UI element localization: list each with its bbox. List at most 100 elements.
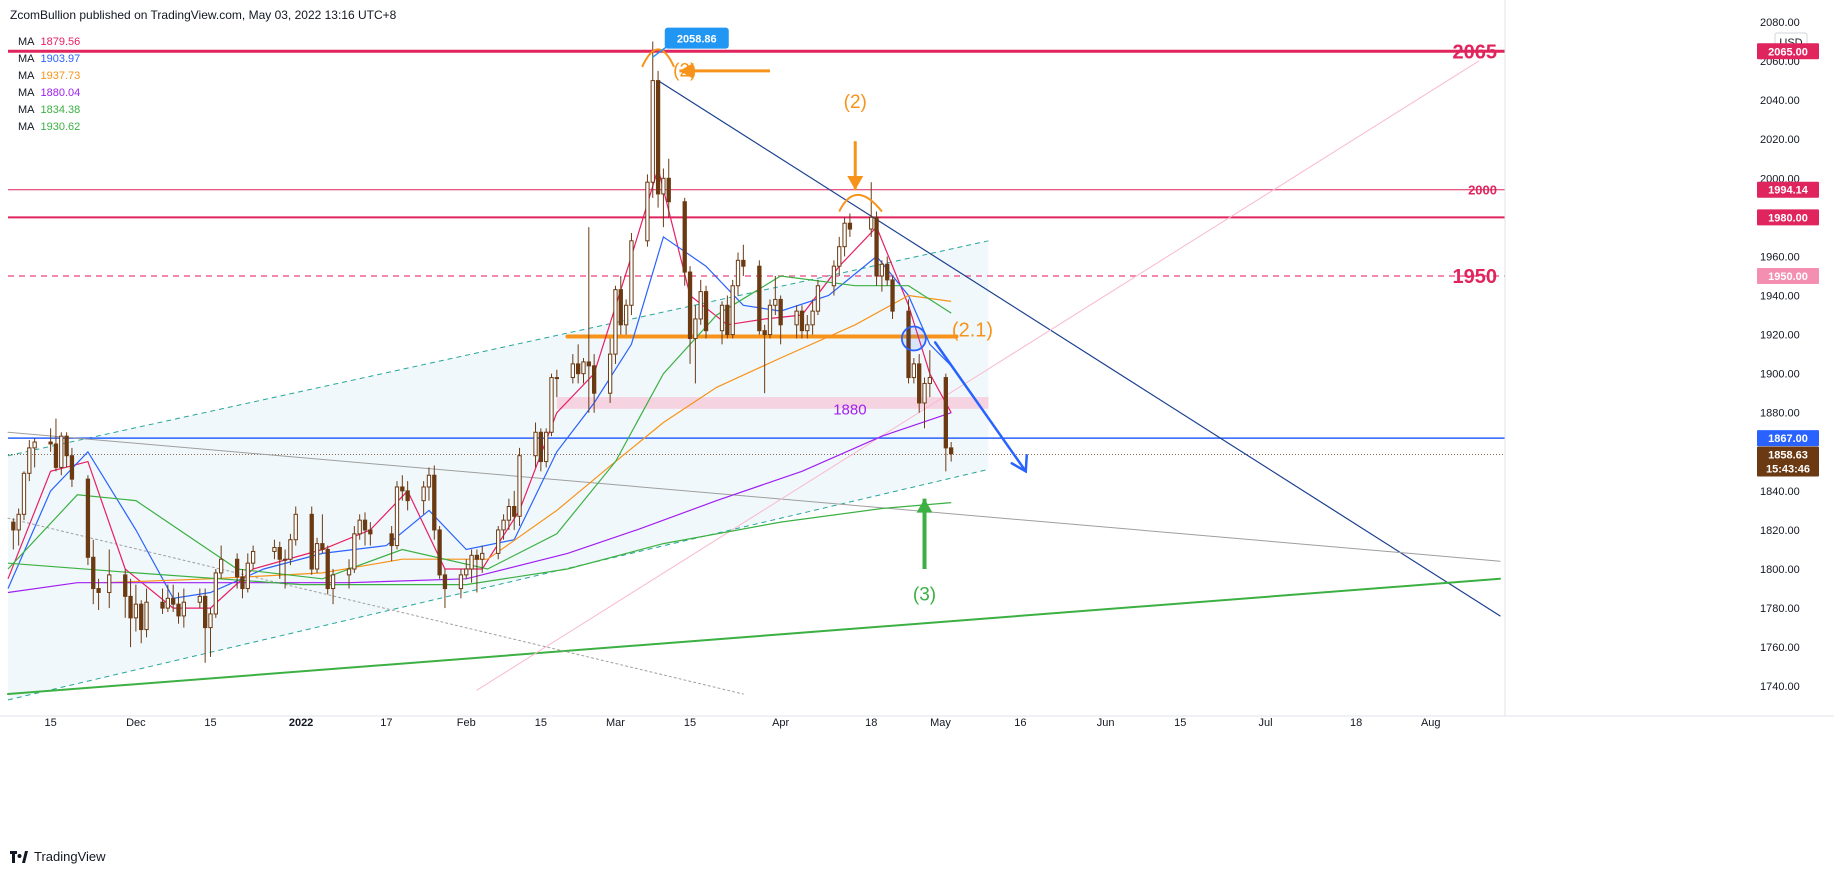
candle-body — [576, 363, 581, 375]
candle — [32, 438, 37, 468]
candle — [815, 279, 821, 316]
candle — [666, 158, 671, 218]
candle — [719, 301, 725, 345]
candle — [421, 481, 426, 515]
candle-body — [757, 265, 762, 332]
price-tag-label: 1950.00 — [1768, 271, 1808, 283]
channel-fill — [8, 240, 989, 700]
candle-body — [890, 279, 895, 312]
ma-legend-label: MA — [18, 70, 35, 82]
candle — [501, 514, 506, 540]
candle — [805, 315, 810, 339]
moving-average-line — [7, 502, 952, 586]
moving-average-line — [7, 235, 952, 599]
candle — [576, 344, 581, 384]
candle — [874, 211, 879, 286]
candle-body — [474, 554, 480, 560]
zone-1880 — [556, 397, 989, 409]
candle-body — [703, 291, 709, 332]
candle-body — [293, 513, 298, 541]
candle — [123, 569, 128, 618]
candle — [368, 522, 373, 546]
footer: TradingView — [10, 849, 106, 864]
candle — [879, 260, 885, 292]
x-tick-label: 15 — [684, 717, 696, 729]
up-arrow-head — [916, 498, 933, 513]
candle-body — [922, 382, 927, 404]
candle — [741, 244, 746, 276]
y-tick-label: 1800.00 — [1760, 564, 1800, 576]
price-tag — [1757, 446, 1819, 477]
candle-body — [693, 318, 698, 339]
annotation-label: 1880 — [833, 402, 866, 419]
trendline — [7, 517, 744, 695]
y-tick-label: 1880.00 — [1760, 408, 1800, 420]
candle-body — [586, 361, 591, 367]
candle — [911, 358, 917, 384]
candle-body — [661, 177, 666, 195]
x-tick-label: 16 — [1014, 717, 1026, 729]
candle — [735, 252, 741, 296]
candle — [176, 592, 181, 624]
candle — [21, 471, 27, 521]
candle — [890, 275, 895, 319]
candle — [203, 588, 208, 663]
candle-body — [245, 562, 250, 590]
ma-legend-row: MA 1903.97 — [18, 51, 80, 68]
candle-body — [32, 441, 37, 449]
candle — [794, 305, 799, 339]
candle-body — [805, 324, 810, 332]
candle — [512, 490, 517, 530]
ma-legend-row: MA 1834.38 — [18, 102, 80, 119]
candle-body — [240, 576, 245, 590]
candle-body — [314, 543, 320, 570]
candle-body — [352, 533, 357, 570]
candle-body — [629, 240, 634, 306]
candle — [586, 227, 591, 413]
candle-body — [123, 574, 128, 597]
candle-body — [591, 365, 597, 394]
price-tag-label: 2065.00 — [1768, 46, 1808, 58]
y-tick-label: 1840.00 — [1760, 486, 1800, 498]
ma-legend-value: 1879.56 — [40, 36, 81, 48]
ma-legend-row: MA 1930.62 — [18, 119, 80, 136]
candle-body — [480, 552, 485, 560]
candle — [581, 358, 586, 384]
ma-legend-value: 1930.62 — [40, 121, 81, 133]
candle — [607, 338, 613, 403]
candle — [362, 512, 368, 546]
candle — [346, 559, 352, 589]
arc-marker — [641, 48, 675, 68]
candle — [48, 428, 53, 452]
candle — [837, 236, 842, 276]
tradingview-logo-icon — [10, 850, 28, 863]
candle-body — [815, 285, 821, 312]
ma-legend-value: 1880.04 — [40, 87, 81, 99]
x-tick-label: Apr — [772, 717, 789, 729]
candle-body — [847, 222, 853, 230]
candle-body — [107, 574, 112, 593]
candle-body — [682, 201, 687, 273]
candle — [917, 354, 922, 413]
candle-body — [405, 490, 410, 502]
candle-body — [687, 271, 693, 339]
candle-body — [927, 377, 932, 384]
annotation-label: (2.1) — [952, 320, 993, 342]
x-tick-label: Aug — [1421, 717, 1441, 729]
x-tick-label: 18 — [1350, 717, 1362, 729]
candle — [400, 475, 405, 501]
candle-body — [831, 265, 837, 287]
candle — [703, 285, 709, 339]
candle — [906, 299, 911, 384]
y-tick-label: 1920.00 — [1760, 330, 1800, 342]
ma-legend-row: MA 1937.73 — [18, 68, 80, 85]
ma-legend-label: MA — [18, 121, 35, 133]
candle — [549, 373, 554, 437]
candle — [885, 256, 890, 286]
candle — [282, 549, 288, 589]
candle — [687, 266, 693, 364]
candle-body — [506, 505, 512, 521]
candle — [698, 279, 703, 325]
candle — [682, 197, 687, 286]
